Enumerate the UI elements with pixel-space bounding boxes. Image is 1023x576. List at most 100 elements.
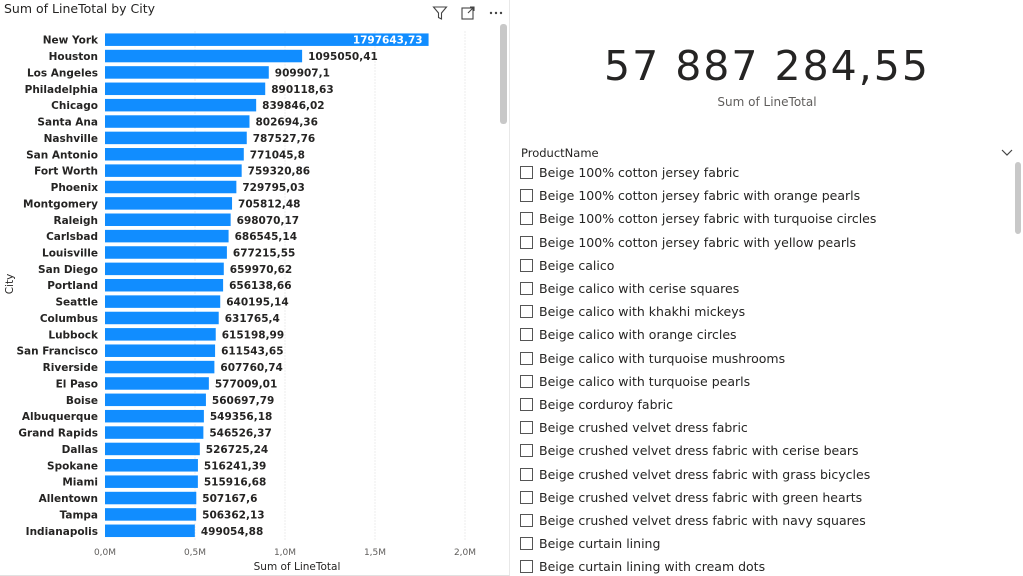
- bar: [105, 180, 237, 194]
- data-label: 890118,63: [271, 84, 333, 96]
- data-label: 1797643,73: [353, 35, 423, 47]
- slicer-item[interactable]: Beige crushed velvet dress fabric with c…: [520, 439, 1010, 462]
- slicer-item[interactable]: Beige calico: [520, 254, 1010, 277]
- data-label: 677215,55: [233, 247, 295, 259]
- bar: [105, 148, 244, 161]
- bar: [105, 459, 198, 472]
- slicer-item-label: Beige calico with khakhi mickeys: [539, 304, 746, 320]
- category-label: El Paso: [56, 378, 98, 390]
- bar: [105, 295, 221, 308]
- slicer-item[interactable]: Beige calico with orange circles: [520, 323, 1010, 346]
- bar: [105, 426, 204, 439]
- slicer-item[interactable]: Beige crushed velvet dress fabric with g…: [520, 462, 1010, 485]
- slicer-item[interactable]: Beige 100% cotton jersey fabric: [520, 161, 1010, 184]
- category-label: Dallas: [62, 444, 98, 456]
- slicer-item-label: Beige calico with orange circles: [539, 327, 737, 343]
- bar: [105, 377, 209, 390]
- checkbox[interactable]: [520, 305, 533, 319]
- slicer-item[interactable]: Beige calico with turquoise pearls: [520, 370, 1010, 393]
- category-label: Philadelphia: [25, 84, 98, 96]
- category-label: Columbus: [40, 313, 98, 325]
- category-label: Carlsbad: [46, 231, 98, 243]
- checkbox[interactable]: [520, 212, 533, 226]
- category-label: Santa Ana: [37, 117, 98, 129]
- slicer-item-label: Beige curtain lining with cream dots: [539, 559, 766, 575]
- chart-scrollbar[interactable]: [500, 24, 507, 124]
- checkbox[interactable]: [520, 258, 533, 272]
- checkbox[interactable]: [520, 351, 533, 365]
- slicer-item[interactable]: Beige calico with turquoise mushrooms: [520, 347, 1010, 370]
- checkbox[interactable]: [520, 397, 533, 411]
- checkbox[interactable]: [520, 513, 533, 527]
- bar: [105, 524, 195, 538]
- bar-chart-visual[interactable]: 0,0M 0,5M 1,0M 1,5M 2,0M New York 1797643,73 Ho…: [0, 0, 510, 576]
- category-label: Raleigh: [54, 215, 98, 227]
- checkbox[interactable]: [520, 328, 533, 342]
- filter-icon[interactable]: [431, 4, 449, 22]
- visual-header: [431, 4, 505, 22]
- chevron-down-icon[interactable]: [999, 144, 1015, 160]
- slicer-item[interactable]: Beige calico with khakhi mickeys: [520, 300, 1010, 323]
- slicer-item[interactable]: Beige 100% cotton jersey fabric with ora…: [520, 184, 1010, 207]
- data-label: 607760,74: [220, 362, 282, 374]
- slicer-item[interactable]: Beige 100% cotton jersey fabric with tur…: [520, 207, 1010, 230]
- bar: [105, 262, 224, 276]
- bar: [105, 360, 215, 374]
- data-label: 759320,86: [248, 166, 310, 178]
- slicer-item[interactable]: Beige corduroy fabric: [520, 393, 1010, 416]
- x-tick-label: 1,0M: [274, 548, 296, 558]
- slicer-item-label: Beige 100% cotton jersey fabric with yel…: [539, 234, 857, 250]
- more-options-icon[interactable]: [487, 4, 505, 22]
- y-axis-title: City: [4, 274, 16, 295]
- data-label: 698070,17: [237, 215, 299, 227]
- card-value: 57 887 284,55: [604, 42, 930, 90]
- slicer-item[interactable]: Beige calico with cerise squares: [520, 277, 1010, 300]
- data-label: 611543,65: [221, 346, 283, 358]
- slicer-item[interactable]: Beige crushed velvet dress fabric with g…: [520, 486, 1010, 509]
- checkbox[interactable]: [520, 560, 533, 574]
- slicer-item-label: Beige crushed velvet dress fabric with g…: [539, 466, 871, 482]
- category-label: Houston: [49, 51, 98, 63]
- checkbox[interactable]: [520, 490, 533, 504]
- bar: [105, 98, 257, 112]
- slicer-item[interactable]: Beige curtain lining: [520, 532, 1010, 555]
- slicer-scrollbar[interactable]: [1015, 162, 1021, 234]
- checkbox[interactable]: [520, 282, 533, 296]
- slicer-item-label: Beige calico with cerise squares: [539, 281, 740, 297]
- category-label: Louisville: [42, 247, 98, 259]
- slicer-item-label: Beige crushed velvet dress fabric with n…: [539, 512, 866, 528]
- bar: [105, 213, 231, 227]
- bar: [105, 508, 197, 521]
- slicer-item[interactable]: Beige crushed velvet dress fabric: [520, 416, 1010, 439]
- data-label: 560697,79: [212, 395, 274, 407]
- checkbox[interactable]: [520, 444, 533, 458]
- category-label: Boise: [66, 395, 98, 407]
- category-label: Seattle: [55, 297, 98, 309]
- slicer-item[interactable]: Beige curtain lining with cream dots: [520, 555, 1010, 576]
- slicer-item[interactable]: Beige crushed velvet dress fabric with n…: [520, 509, 1010, 532]
- category-label: Albuquerque: [22, 411, 98, 423]
- x-tick-label: 2,0M: [454, 548, 476, 558]
- slicer-item-label: Beige curtain lining: [539, 536, 661, 552]
- checkbox[interactable]: [520, 166, 533, 180]
- checkbox[interactable]: [520, 189, 533, 203]
- slicer-item-label: Beige calico: [539, 257, 615, 273]
- category-label: New York: [43, 35, 99, 47]
- slicer-item[interactable]: Beige 100% cotton jersey fabric with yel…: [520, 231, 1010, 254]
- slicer-item-label: Beige crushed velvet dress fabric: [539, 420, 748, 436]
- bar: [105, 442, 200, 456]
- checkbox[interactable]: [520, 467, 533, 481]
- bar: [105, 115, 250, 128]
- slicer-item-label: Beige crushed velvet dress fabric with g…: [539, 489, 863, 505]
- category-label: Riverside: [43, 362, 98, 374]
- category-label: Allentown: [39, 493, 98, 505]
- checkbox[interactable]: [520, 537, 533, 551]
- focus-mode-icon[interactable]: [459, 4, 477, 22]
- checkbox[interactable]: [520, 421, 533, 435]
- checkbox[interactable]: [520, 235, 533, 249]
- category-label: Los Angeles: [27, 67, 98, 79]
- data-label: 515916,68: [204, 477, 266, 489]
- checkbox[interactable]: [520, 374, 533, 388]
- category-label: San Diego: [38, 264, 98, 276]
- bar: [105, 197, 233, 210]
